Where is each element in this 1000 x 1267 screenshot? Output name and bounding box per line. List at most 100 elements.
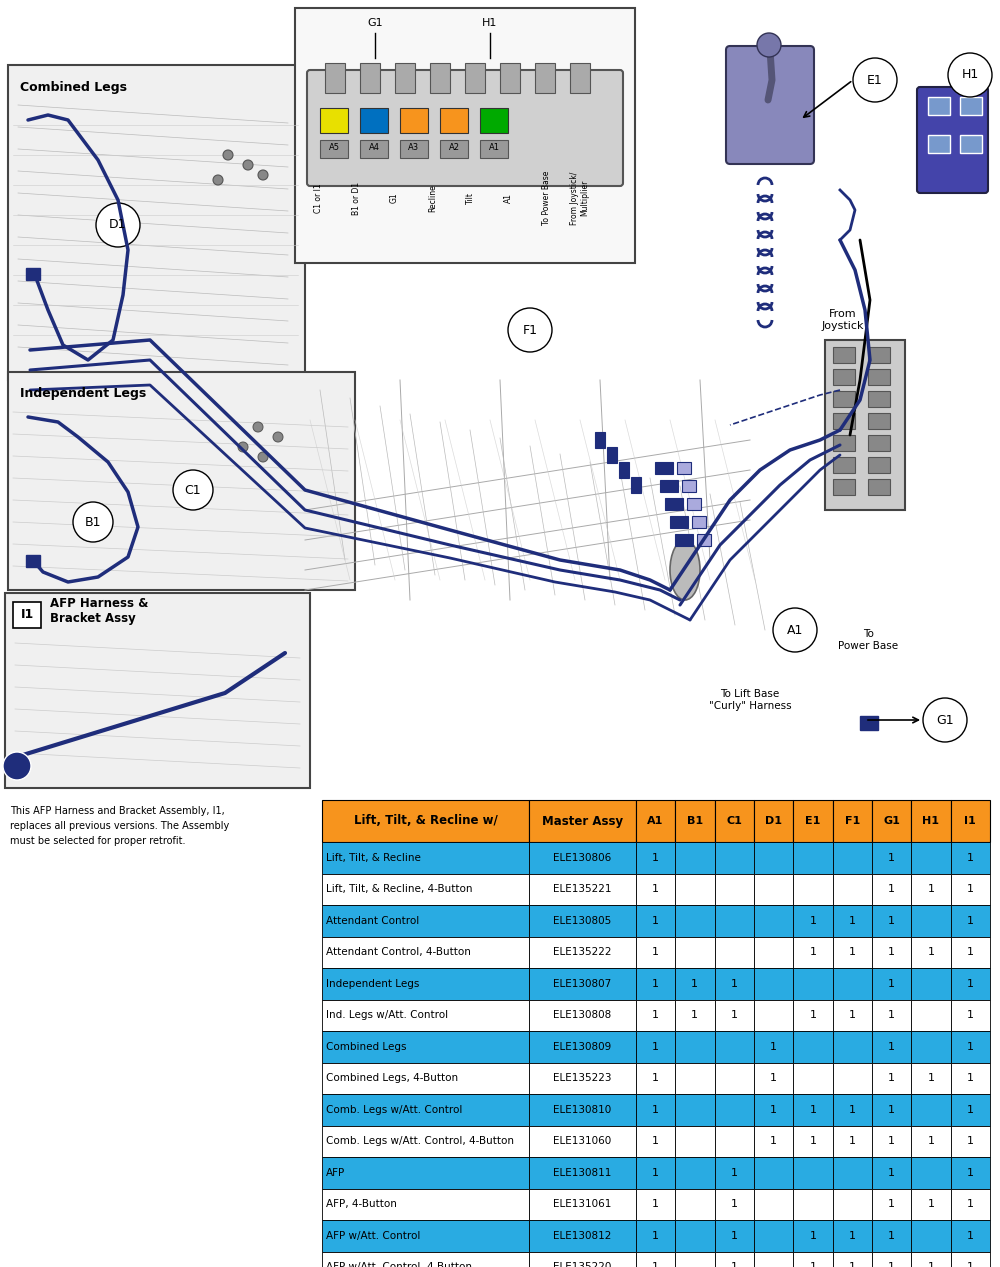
Text: 1: 1 [967,1136,974,1147]
Text: B1 or D1: B1 or D1 [352,181,361,214]
Text: 1: 1 [770,1041,777,1052]
Bar [322,1220,529,1252]
Bar [480,108,508,133]
Bar [951,1252,990,1267]
Text: ELE130809: ELE130809 [553,1041,612,1052]
Text: 1: 1 [927,1262,934,1267]
Circle shape [258,452,268,462]
Text: B1: B1 [85,516,101,528]
Bar [872,1063,911,1093]
Text: ELE131060: ELE131060 [553,1136,612,1147]
Text: 1: 1 [731,1262,738,1267]
Text: 1: 1 [888,1041,895,1052]
Bar [960,136,982,153]
Text: 1: 1 [849,1105,856,1115]
Bar [833,1063,872,1093]
Bar [440,108,468,133]
Bar [868,479,890,495]
Bar [911,1093,951,1125]
Text: H1: H1 [961,68,979,81]
Text: 1: 1 [849,1136,856,1147]
Bar [872,936,911,968]
Text: 1: 1 [652,884,659,895]
Text: Attendant Control: Attendant Control [326,916,419,926]
Bar [322,799,529,843]
Bar [360,139,388,158]
Text: 1: 1 [888,1073,895,1083]
Bar [911,1125,951,1157]
Bar [868,457,890,473]
Text: Attendant Control, 4-Button: Attendant Control, 4-Button [326,948,471,958]
Text: To Lift Base
"Curly" Harness: To Lift Base "Curly" Harness [709,689,791,711]
Bar [754,1220,793,1252]
FancyBboxPatch shape [917,87,988,193]
Bar [868,413,890,430]
Bar [833,1188,872,1220]
Bar [636,1220,675,1252]
Bar [636,1093,675,1125]
Bar [911,1000,951,1031]
Circle shape [213,175,223,185]
Bar [529,873,636,905]
Text: A1: A1 [787,623,803,636]
Bar [619,462,629,478]
Bar [911,799,951,843]
Text: Combined Legs, 4-Button: Combined Legs, 4-Button [326,1073,458,1083]
Bar [872,1252,911,1267]
Bar [529,905,636,936]
Bar [833,799,872,843]
Text: A5: A5 [328,143,340,152]
Text: AFP w/Att. Control, 4-Button: AFP w/Att. Control, 4-Button [326,1262,472,1267]
Circle shape [253,422,263,432]
Bar [26,269,40,280]
Bar [529,843,636,873]
Bar [677,462,691,474]
Bar [754,1063,793,1093]
Circle shape [96,203,140,247]
Text: 1: 1 [731,1230,738,1240]
Text: 1: 1 [691,1010,698,1020]
Bar [636,968,675,1000]
Bar [715,1063,754,1093]
Bar [322,1093,529,1125]
Text: 1: 1 [770,1073,777,1083]
Text: B1: B1 [687,816,703,826]
Bar [754,1252,793,1267]
Bar [833,435,855,451]
Bar [960,98,982,115]
Bar [911,968,951,1000]
Text: To Power Base: To Power Base [542,171,551,226]
Text: 1: 1 [888,1262,895,1267]
Text: 1: 1 [731,978,738,988]
Bar [687,498,701,511]
Bar [868,435,890,451]
Bar [715,1125,754,1157]
Text: Independent Legs: Independent Legs [326,978,419,988]
Bar [529,1063,636,1093]
Bar [322,905,529,936]
Bar [529,1000,636,1031]
Text: AFP w/Att. Control: AFP w/Att. Control [326,1230,420,1240]
Bar [697,533,711,546]
Text: ELE135221: ELE135221 [553,884,612,895]
Text: 1: 1 [967,1168,974,1178]
Bar [320,139,348,158]
Bar [675,1157,715,1188]
Text: Combined Legs: Combined Legs [326,1041,406,1052]
Text: Tilt: Tilt [466,193,475,204]
Bar [675,1125,715,1157]
Bar [715,968,754,1000]
Bar [911,1157,951,1188]
Text: 1: 1 [849,948,856,958]
Bar [360,63,380,92]
Bar [793,1188,833,1220]
Text: ELE130805: ELE130805 [553,916,612,926]
Bar [793,1157,833,1188]
Text: 1: 1 [809,948,816,958]
Bar [911,1252,951,1267]
Text: replaces all previous versions. The Assembly: replaces all previous versions. The Asse… [10,821,229,831]
Bar [5,593,310,788]
Bar [833,479,855,495]
FancyBboxPatch shape [825,340,905,511]
Bar [951,1220,990,1252]
